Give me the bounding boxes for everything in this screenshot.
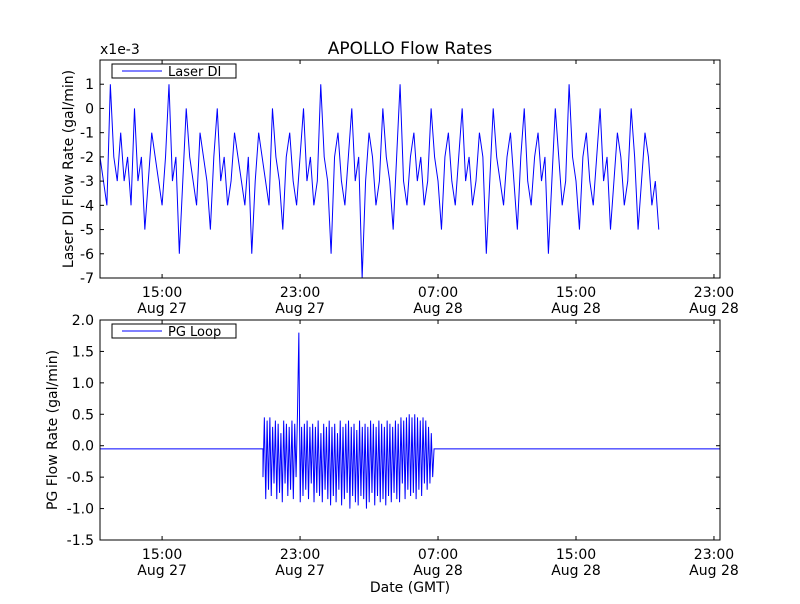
ytick-label: -5 [80,223,94,239]
ytick-label: 0.0 [72,439,94,455]
xtick-label-date: Aug 28 [413,563,463,579]
legend-box [111,323,237,339]
ytick-label: 1.0 [72,376,94,392]
ytick-label: -0.5 [67,470,94,486]
xtick-label-date: Aug 28 [689,563,739,579]
ytick-label: -1.0 [67,502,94,518]
scale-label: x1e-3 [100,42,140,58]
xtick-label-date: Aug 28 [689,301,739,317]
ytick-label: 0.5 [72,407,94,423]
bottom-ylabel: PG Flow Rate (gal/min) [45,350,61,510]
xtick-label-time: 15:00 [556,547,596,563]
xtick-label-date: Aug 28 [551,301,601,317]
xtick-label-date: Aug 27 [137,563,187,579]
legend: Laser DI [111,63,237,80]
ytick-label: -1.5 [67,533,94,549]
xtick-label-time: 15:00 [556,285,596,301]
legend: PG Loop [111,323,237,340]
legend-box [111,63,237,79]
xtick-label-date: Aug 27 [275,563,325,579]
xtick-label-time: 23:00 [280,547,320,563]
series-line-pg-loop [100,332,720,509]
ytick-label: -3 [80,174,94,190]
axes-frame [99,59,721,279]
bottom-xlabel: Date (GMT) [370,580,450,596]
legend-label: PG Loop [168,325,221,340]
xtick-label-date: Aug 27 [275,301,325,317]
ytick-label: -1 [80,126,94,142]
xtick-label-time: 15:00 [142,285,182,301]
xtick-label-date: Aug 28 [551,563,601,579]
ytick-label: 1 [85,77,94,93]
xtick-label-time: 23:00 [694,285,734,301]
ytick-label: 2.0 [72,313,94,329]
legend-label: Laser DI [168,65,221,80]
ytick-label: 1.5 [72,344,94,360]
xtick-label-date: Aug 27 [137,301,187,317]
xtick-label-time: 23:00 [694,547,734,563]
xtick-label-date: Aug 28 [413,301,463,317]
chart-title: APOLLO Flow Rates [328,39,493,59]
ytick-label: -4 [80,198,94,214]
xtick-label-time: 07:00 [418,547,458,563]
ytick-label: -6 [80,247,94,263]
series-line-laser-di [100,84,660,278]
ytick-label: 0 [85,101,94,117]
ytick-label: -7 [80,271,94,287]
ytick-label: -2 [80,150,94,166]
top-ylabel: Laser DI Flow Rate (gal/min) [61,70,77,268]
xtick-label-time: 15:00 [142,547,182,563]
xtick-label-time: 23:00 [280,285,320,301]
xtick-label-time: 07:00 [418,285,458,301]
axes-frame [99,319,721,541]
